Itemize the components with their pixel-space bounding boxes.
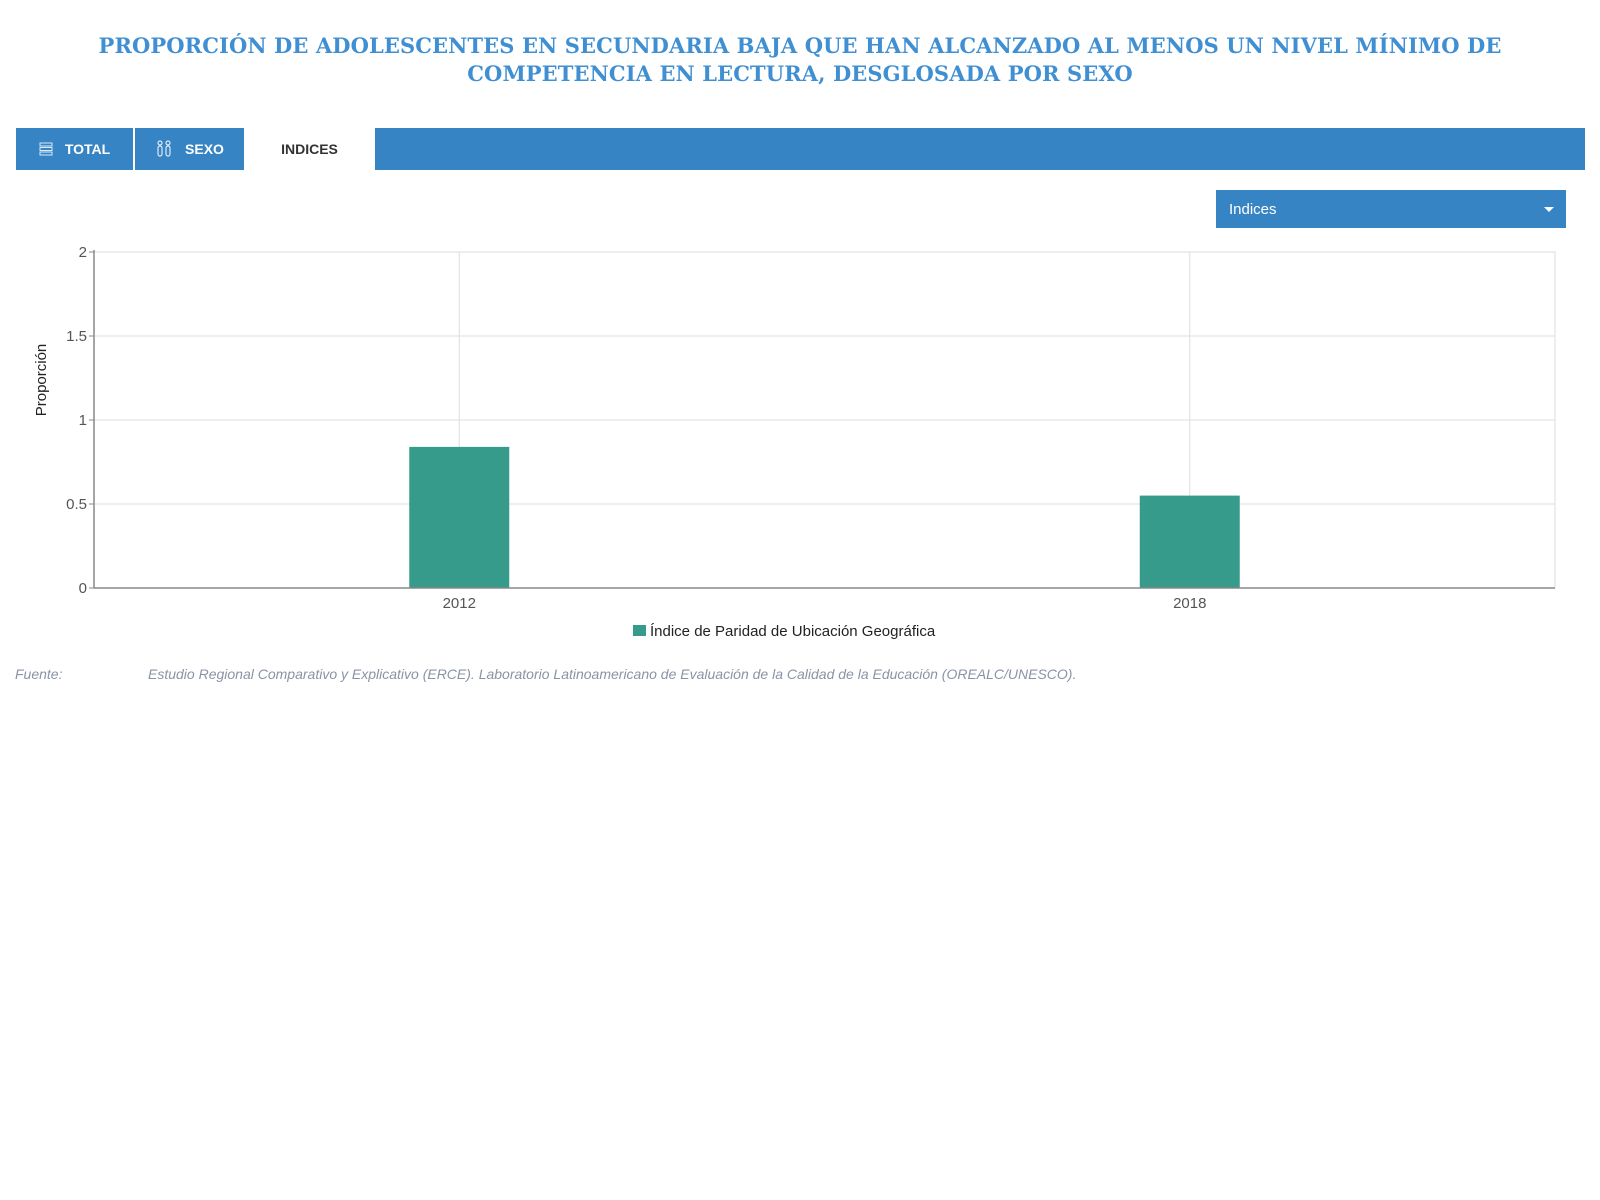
legend-label: Índice de Paridad de Ubicación Geográfic…	[650, 623, 936, 640]
source-label: Fuente:	[15, 666, 63, 682]
y-tick-label: 0	[79, 580, 87, 597]
tab-label: TOTAL	[64, 141, 111, 157]
y-axis-label: Proporción	[33, 344, 50, 417]
legend-swatch	[633, 625, 646, 636]
people-icon	[155, 140, 173, 158]
x-tick-label: 2018	[1173, 595, 1206, 612]
tab-total[interactable]: TOTAL	[16, 128, 133, 170]
tab-sexo[interactable]: SEXO	[135, 128, 244, 170]
y-tick-label: 1.5	[66, 328, 87, 345]
y-tick-label: 1	[79, 412, 87, 429]
tab-label: SEXO	[185, 141, 224, 157]
tab-label: INDICES	[281, 141, 338, 157]
bar	[1139, 495, 1240, 588]
x-tick-label: 2012	[443, 595, 476, 612]
bar	[409, 446, 510, 588]
caret-down-icon	[1544, 207, 1554, 212]
source-text: Estudio Regional Comparativo y Explicati…	[148, 666, 1077, 682]
tab-indices[interactable]: INDICES	[244, 128, 375, 170]
y-tick-label: 2	[79, 244, 87, 261]
y-tick-label: 0.5	[66, 496, 87, 513]
list-icon	[39, 142, 53, 156]
page-title: PROPORCIÓN DE ADOLESCENTES EN SECUNDARIA…	[98, 33, 1502, 86]
tab-bar: TOTAL SEXO INDICES	[16, 128, 1585, 170]
tab-bar-fill	[375, 128, 1585, 170]
bar-chart: 0 0.5 1 1.5 2 2012 2018 Proporción Índice de Par…	[33, 244, 1556, 640]
indices-dropdown[interactable]: Indices	[1216, 190, 1566, 228]
dropdown-selected-value: Indices	[1229, 200, 1277, 218]
